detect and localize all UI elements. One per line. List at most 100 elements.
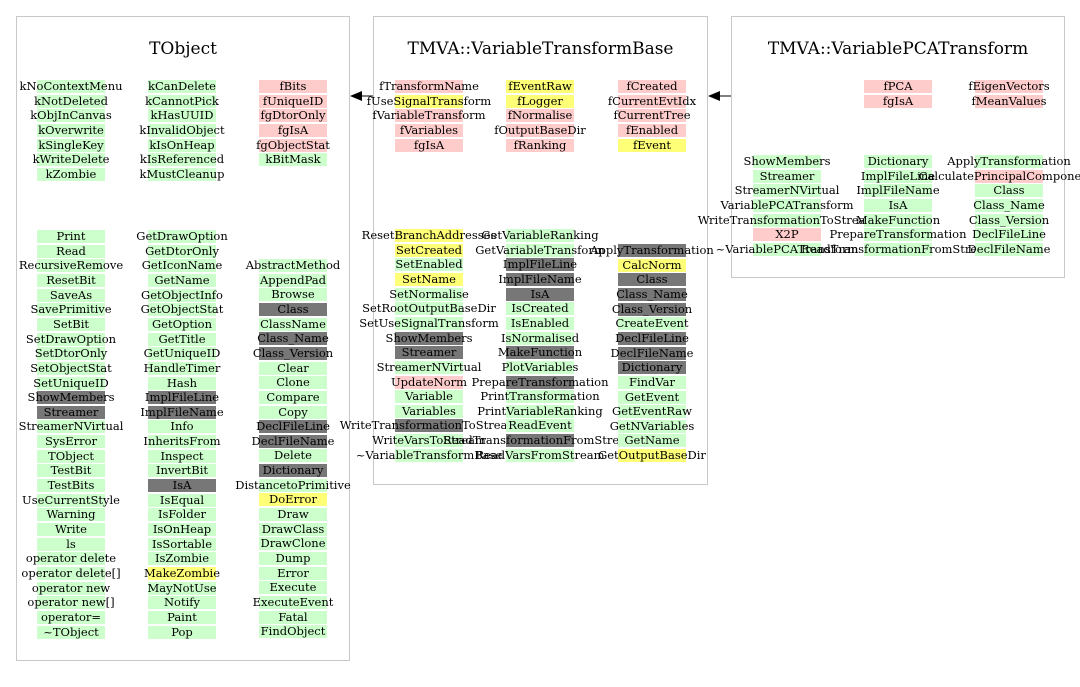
- class-box-variable-transform-base: TMVA::VariableTransformBase fTransformNa…: [340, 16, 714, 485]
- class-member: kCanDelete: [148, 80, 216, 93]
- class-member: Class_Name: [257, 331, 329, 346]
- class-member: operator=: [37, 610, 105, 624]
- class-member: ls: [37, 536, 105, 551]
- class-member: FindVar: [618, 375, 686, 389]
- member-label: IsA: [888, 197, 908, 212]
- class-member: fOutputBaseDir: [494, 123, 586, 137]
- class-member: fEvent: [618, 138, 686, 152]
- member-label: fNormalise: [507, 108, 573, 123]
- class-member: SetDtorOnly: [35, 347, 107, 361]
- member-label: Streamer: [759, 168, 815, 183]
- member-label: Compare: [266, 389, 320, 404]
- member-label: fCreated: [626, 79, 678, 93]
- class-member: MakeFunction: [856, 213, 940, 227]
- class-member: ImplFileLine: [861, 169, 935, 183]
- class-member: fCreated: [618, 80, 686, 93]
- member-label: GetObjectInfo: [141, 287, 223, 302]
- member-label: fBits: [279, 79, 307, 93]
- inheritance-arrow: [350, 91, 373, 101]
- member-label: UpdateNorm: [390, 374, 468, 389]
- member-label: ExecuteEvent: [252, 594, 334, 609]
- class-member: GetName: [148, 273, 216, 287]
- class-member: PrepareTransformation: [472, 375, 608, 389]
- member-label: Clear: [277, 360, 309, 375]
- class-member: ~VariableTransformBase: [356, 448, 502, 462]
- member-label: GetOutputBaseDir: [598, 448, 706, 463]
- class-member: AbstractMethod: [246, 259, 340, 272]
- class-member: kCannotPick: [145, 93, 219, 108]
- class-member: Info: [148, 420, 216, 434]
- member-label: Write: [55, 522, 87, 536]
- class-member: fEnabled: [618, 123, 686, 137]
- member-label: SavePrimitive: [30, 302, 112, 317]
- member-label: kHasUUID: [150, 108, 214, 123]
- member-label: Inspect: [160, 448, 204, 463]
- class-member: kInvalidObject: [139, 123, 225, 137]
- member-label: Class_Name: [257, 331, 329, 346]
- member-label: Dictionary: [867, 154, 929, 168]
- class-member: ReadTransformationFromStream: [801, 242, 995, 256]
- member-label: fMeanValues: [971, 93, 1047, 108]
- class-member: kNotDeleted: [34, 94, 108, 108]
- member-label: ImplFileLine: [502, 257, 578, 272]
- class-member: CalculatePrincipalComponents: [919, 169, 1080, 183]
- class-member: Error: [259, 566, 327, 580]
- class-member: ImplFileName: [856, 184, 940, 198]
- class-member: GetDtorOnly: [145, 244, 219, 258]
- class-member: SetUniqueID: [33, 376, 109, 390]
- member-label: ls: [66, 536, 76, 551]
- class-member: GetIconName: [142, 259, 222, 273]
- member-label: kBitMask: [265, 152, 321, 167]
- class-member: IsEqual: [148, 493, 216, 507]
- class-member: ApplyTransformation: [947, 155, 1071, 168]
- member-label: RecursiveRemove: [18, 258, 124, 273]
- member-label: kCannotPick: [145, 93, 219, 108]
- class-member: fUniqueID: [259, 94, 327, 108]
- member-label: IsZombie: [154, 551, 210, 566]
- class-member: MakeZombie: [144, 566, 220, 580]
- member-label: Dump: [275, 551, 311, 565]
- class-member: GetDrawOption: [136, 230, 228, 243]
- class-member: DrawClone: [259, 537, 327, 551]
- member-label: ~TObject: [43, 624, 99, 639]
- class-member: GetEventRaw: [612, 405, 692, 419]
- member-label: fgObjectStat: [256, 137, 330, 152]
- class-member: fVariableTransform: [372, 109, 486, 123]
- member-label: SaveAs: [49, 287, 93, 302]
- class-member: StreamerNVirtual: [19, 420, 123, 434]
- class-member: fRanking: [506, 138, 574, 152]
- class-member: Class: [618, 273, 686, 287]
- class-member: kZombie: [37, 167, 105, 181]
- member-label: IsFolder: [157, 507, 207, 522]
- class-member: SetDrawOption: [26, 332, 116, 346]
- member-label: GetObjectStat: [140, 302, 224, 317]
- member-label: Streamer: [401, 345, 457, 360]
- class-member: GetEvent: [618, 390, 686, 404]
- member-label: Class_Name: [973, 197, 1045, 212]
- member-label: fCurrentTree: [613, 108, 691, 123]
- class-member: SetBit: [37, 316, 105, 331]
- member-label: operator new[]: [27, 595, 115, 610]
- member-label: fEventRaw: [508, 79, 572, 93]
- member-label: MayNotUse: [147, 580, 217, 595]
- member-label: StreamerNVirtual: [734, 183, 840, 198]
- member-label: SetBit: [52, 316, 90, 331]
- member-label: DistancetoPrimitive: [235, 477, 351, 492]
- member-label: fgIsA: [413, 137, 445, 152]
- class-title: TMVA::VariablePCATransform: [767, 39, 1029, 59]
- class-member: DeclFileName: [611, 346, 693, 360]
- class-member: UpdateNorm: [391, 375, 467, 389]
- member-label: fgIsA: [882, 93, 914, 108]
- member-label: SetNormalise: [389, 286, 469, 301]
- class-title: TObject: [149, 39, 217, 59]
- class-member: Dictionary: [864, 155, 932, 168]
- class-member: Fatal: [259, 610, 327, 624]
- class-member: kSingleKey: [37, 138, 105, 152]
- class-member: Class_Name: [616, 287, 688, 301]
- class-member: DeclFileLine: [256, 420, 330, 434]
- class-member: fVariables: [395, 123, 463, 137]
- member-label: X2P: [775, 227, 799, 242]
- member-label: Browse: [271, 287, 315, 302]
- member-label: fOutputBaseDir: [494, 122, 586, 137]
- member-label: Streamer: [43, 404, 99, 419]
